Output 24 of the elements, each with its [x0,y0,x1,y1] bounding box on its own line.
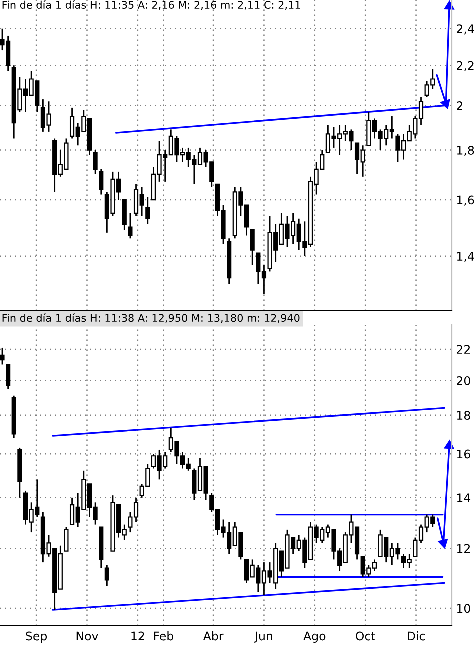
y-tick-label: 1,4 [457,252,474,262]
y-tick-label: 2,2 [457,61,474,72]
x-tick-label: Abr [203,632,224,641]
y-tick-label: 12 [457,544,470,554]
chart-title: Fin de día 1 días H: 11:38 A: 12,950 M: 13,180 m: 12,940 [2,314,300,324]
y-tick-label: 22 [457,345,470,354]
y-tick-label: 2,4 [457,24,474,35]
x-tick-label: Oct [356,632,376,641]
y-tick-label: 18 [457,411,470,420]
y-tick-label: 14 [457,494,471,502]
x-tick-label: Dic [408,632,425,641]
x-tick-label: Feb [154,632,174,641]
y-tick-label: 20 [457,376,470,386]
x-tick-label: 12 [132,632,144,641]
y-tick-label: 10 [457,604,470,614]
x-tick-label: Ago [304,632,326,643]
x-tick-label: Sep [26,632,48,643]
x-tick-label: Jun [254,632,272,643]
y-tick-label: 16 [457,450,470,459]
y-tick-label: 1,6 [457,196,474,206]
y-tick-label: 1,8 [457,146,474,156]
y-tick-label: 2 [457,102,462,110]
x-tick-label: Nov [76,632,98,641]
chart-title: Fin de día 1 días H: 11:35 A: 2,16 M: 2,16 m: 2,11 C: 2,11 [2,0,300,10]
